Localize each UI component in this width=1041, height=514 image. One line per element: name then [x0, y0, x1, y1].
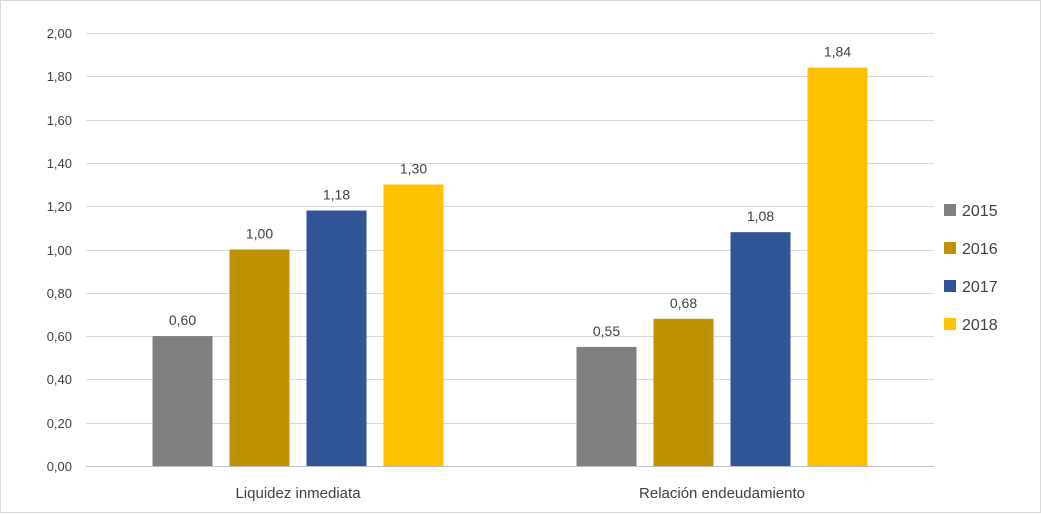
- bar-2017-2: [730, 232, 791, 466]
- y-tick-label: 2,00: [47, 26, 72, 41]
- legend-label: 2017: [962, 279, 998, 296]
- bar-2015-2: [576, 346, 637, 466]
- legend: 2015 2016 2017 2018: [944, 203, 998, 334]
- data-label: 1,18: [323, 187, 350, 203]
- data-label: 1,08: [747, 208, 774, 224]
- y-axis-tick-labels: 0,00 0,20 0,40 0,60 0,80 1,00 1,20 1,40 1,60 1,80…: [47, 26, 72, 474]
- y-tick-label: 0,80: [47, 286, 72, 301]
- y-tick-label: 0,20: [47, 416, 72, 431]
- data-label: 0,55: [593, 323, 620, 339]
- bar-2016-2: [653, 318, 714, 466]
- y-tick-label: 0,00: [47, 459, 72, 474]
- y-tick-label: 1,80: [47, 69, 72, 84]
- y-tick-label: 0,40: [47, 372, 72, 387]
- y-tick-label: 1,00: [47, 243, 72, 258]
- x-axis-category-labels: Liquidez inmediata Relación endeudamiento: [235, 485, 805, 502]
- data-label: 1,00: [246, 226, 273, 242]
- data-label: 0,68: [670, 295, 697, 311]
- legend-label: 2018: [962, 317, 998, 334]
- data-label: 1,30: [400, 161, 427, 177]
- legend-label: 2015: [962, 203, 998, 220]
- x-category-label: Relación endeudamiento: [639, 485, 805, 502]
- bar-2016-1: [229, 249, 290, 466]
- legend-swatch: [944, 204, 956, 216]
- legend-swatch: [944, 280, 956, 292]
- legend-swatch: [944, 242, 956, 254]
- data-labels: 0,60 1,00 1,18 1,30 0,55 0,68 1,08 1,84: [169, 44, 851, 339]
- bar-2015-1: [152, 336, 213, 466]
- bars: [152, 67, 868, 467]
- legend-swatch: [944, 318, 956, 330]
- y-tick-label: 1,20: [47, 199, 72, 214]
- x-category-label: Liquidez inmediata: [235, 485, 361, 502]
- y-tick-label: 1,60: [47, 113, 72, 128]
- bar-2018-1: [383, 184, 444, 467]
- data-label: 0,60: [169, 312, 196, 328]
- bar-2018-2: [807, 67, 868, 466]
- bar-2017-1: [306, 210, 367, 466]
- y-tick-label: 1,40: [47, 156, 72, 171]
- gridlines: [86, 33, 934, 424]
- legend-label: 2016: [962, 241, 998, 258]
- data-label: 1,84: [824, 44, 851, 60]
- y-tick-label: 0,60: [47, 329, 72, 344]
